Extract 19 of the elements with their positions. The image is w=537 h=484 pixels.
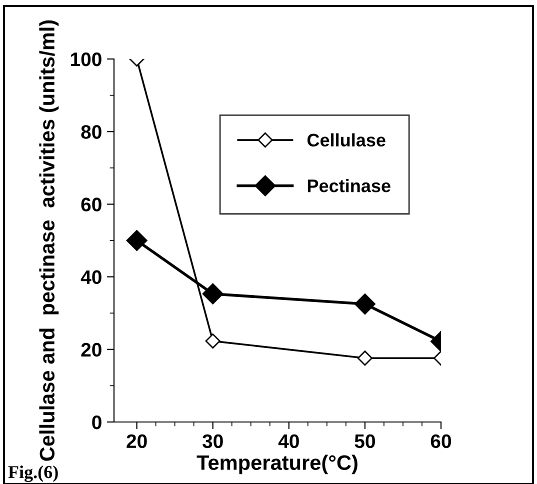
y-tick-label: 100 xyxy=(70,52,102,66)
y-tick-label: 60 xyxy=(81,198,102,212)
x-axis-title: Temperature(°C) xyxy=(196,454,358,474)
text: Fig.(6) xyxy=(8,465,58,482)
point xyxy=(202,283,224,304)
point xyxy=(205,333,220,349)
y-tick-label: 80 xyxy=(81,125,102,139)
y-axis-title: Cellulase and pectinase activities (units/ml) xyxy=(39,20,59,461)
y-tick-label: 0 xyxy=(92,415,102,430)
point xyxy=(126,230,148,252)
y-tick-label: 20 xyxy=(81,342,102,357)
x-tick-label: 20 xyxy=(126,434,147,448)
y-tick-label: 40 xyxy=(80,270,102,284)
x-tick-label: 40 xyxy=(278,434,299,448)
legend-label: Pectinase xyxy=(308,178,390,192)
x-tick-label: 60 xyxy=(430,434,452,448)
x-tick-label: 30 xyxy=(202,434,223,448)
legend-label: Cellulase xyxy=(307,133,386,147)
x-tick-label: 50 xyxy=(354,434,375,448)
